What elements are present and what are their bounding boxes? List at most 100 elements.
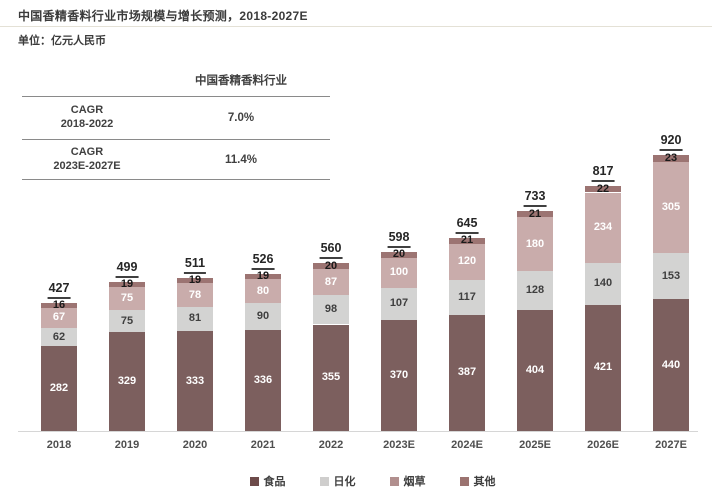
x-axis-label-2020: 2020 <box>182 439 208 451</box>
cagr-row-2018-2022: CAGR 2018-2022 7.0% <box>22 97 330 139</box>
x-axis-line <box>18 431 698 432</box>
bar-segment-tobacco-2025E: 180 <box>517 217 553 272</box>
legend-swatch-icon <box>319 476 329 486</box>
total-label-2025E: 733 <box>523 189 547 208</box>
bar-segment-daily-chemical-2018: 62 <box>41 327 77 347</box>
segment-value-label: 20 <box>324 259 338 272</box>
page-title: 中国香精香料行业市场规模与增长预测，2018-2027E <box>18 9 308 23</box>
total-label-2027E: 920 <box>659 133 683 151</box>
bar-segment-daily-chemical-2023E: 107 <box>381 287 417 320</box>
segment-value-label: 19 <box>188 274 202 287</box>
segment-value-label: 67 <box>52 311 66 324</box>
unit-label: 单位：亿元人民币 <box>18 35 106 47</box>
segment-value-label: 282 <box>49 382 69 395</box>
bar-segment-others-2026E: 22 <box>585 182 621 195</box>
legend-item-food: 食品 <box>249 473 286 489</box>
total-label-2020: 511 <box>183 256 207 274</box>
cagr-row-label: CAGR 2023E-2027E <box>53 145 121 172</box>
legend-item-daily-chemical: 日化 <box>319 473 356 489</box>
bar-segment-tobacco-2026E: 234 <box>585 192 621 263</box>
total-label-2019: 499 <box>115 260 139 278</box>
bar-segment-food-2025E: 404 <box>517 309 553 431</box>
bar-segment-daily-chemical-2026E: 140 <box>585 262 621 305</box>
segment-value-label: 62 <box>52 330 66 343</box>
bar-segment-tobacco-2022: 87 <box>313 269 349 296</box>
bar-segment-others-2018: 16 <box>41 298 77 311</box>
legend-swatch-icon <box>459 476 469 486</box>
bar-segment-tobacco-2021: 80 <box>245 279 281 304</box>
bar-segment-daily-chemical-2019: 75 <box>109 309 145 333</box>
total-label-2022: 560 <box>319 241 343 259</box>
segment-value-label: 20 <box>392 248 406 261</box>
total-label-2018: 427 <box>47 281 71 299</box>
segment-value-label: 370 <box>389 369 409 381</box>
segment-value-label: 80 <box>256 284 270 297</box>
bar-segment-daily-chemical-2025E: 128 <box>517 271 553 310</box>
bar-segment-food-2024E: 387 <box>449 314 485 431</box>
bar-segment-tobacco-2023E: 100 <box>381 257 417 288</box>
x-axis-label-2024E: 2024E <box>451 439 483 451</box>
segment-value-label: 421 <box>593 361 613 374</box>
legend-item-tobacco: 烟草 <box>389 473 426 489</box>
bar-segment-daily-chemical-2021: 90 <box>245 303 281 331</box>
segment-value-label: 23 <box>664 151 678 164</box>
legend-label: 食品 <box>263 476 286 488</box>
bar-segment-daily-chemical-2020: 81 <box>177 306 213 332</box>
segment-value-label: 22 <box>596 182 610 195</box>
bar-segment-others-2022: 20 <box>313 259 349 272</box>
bar-segment-food-2026E: 421 <box>585 304 621 431</box>
bar-segment-food-2022: 355 <box>313 324 349 431</box>
segment-value-label: 100 <box>389 266 409 279</box>
total-label-2026E: 817 <box>591 164 615 182</box>
bar-segment-food-2023E: 370 <box>381 320 417 431</box>
segment-value-label: 234 <box>593 221 613 234</box>
bar-segment-food-2018: 282 <box>41 346 77 431</box>
segment-value-label: 87 <box>324 275 338 288</box>
cagr-row-2023e-2027e: CAGR 2023E-2027E 11.4% <box>22 140 330 179</box>
cagr-row-value: 7.0% <box>227 112 255 124</box>
bar-segment-food-2019: 329 <box>109 332 145 431</box>
cagr-header-title: 中国香精香料行业 <box>195 75 287 87</box>
segment-value-label: 21 <box>460 234 474 247</box>
cagr-row-value: 11.4% <box>225 153 257 166</box>
bar-segment-others-2025E: 21 <box>517 207 553 220</box>
segment-value-label: 21 <box>528 207 542 220</box>
segment-value-label: 333 <box>185 374 205 387</box>
bar-segment-daily-chemical-2024E: 117 <box>449 279 485 315</box>
bar-segment-tobacco-2019: 75 <box>109 287 145 310</box>
segment-value-label: 140 <box>593 277 613 290</box>
bar-segment-food-2021: 336 <box>245 330 281 431</box>
segment-value-label: 75 <box>120 314 134 327</box>
legend-label: 烟草 <box>403 476 426 488</box>
total-label-2021: 526 <box>251 252 275 270</box>
segment-value-label: 107 <box>389 297 409 310</box>
table-line <box>22 179 330 180</box>
segment-value-label: 404 <box>525 363 545 376</box>
segment-value-label: 16 <box>52 298 66 311</box>
x-axis-label-2026E: 2026E <box>587 439 619 451</box>
segment-value-label: 336 <box>253 374 273 387</box>
x-axis-label-2019: 2019 <box>114 439 140 451</box>
bar-segment-others-2021: 19 <box>245 269 281 282</box>
segment-value-label: 128 <box>525 284 545 297</box>
segment-value-label: 78 <box>188 288 202 301</box>
bar-segment-others-2019: 19 <box>109 277 145 290</box>
segment-value-label: 19 <box>120 277 134 290</box>
segment-value-label: 305 <box>661 200 681 213</box>
bar-segment-others-2023E: 20 <box>381 248 417 261</box>
x-axis-label-2021: 2021 <box>250 439 276 451</box>
segment-value-label: 153 <box>661 269 681 282</box>
bar-segment-tobacco-2018: 67 <box>41 307 77 328</box>
segment-value-label: 440 <box>661 358 681 371</box>
cagr-row-label: CAGR 2018-2022 <box>60 104 114 130</box>
cagr-table: 中国香精香料行业 CAGR 2018-2022 7.0% CAGR 2023E-… <box>22 64 330 180</box>
bar-segment-others-2027E: 23 <box>653 151 689 164</box>
x-axis-label-2025E: 2025E <box>519 439 551 451</box>
x-axis-label-2018: 2018 <box>46 439 72 451</box>
bar-segment-tobacco-2027E: 305 <box>653 161 689 254</box>
legend-swatch-icon <box>389 476 399 486</box>
segment-value-label: 19 <box>256 269 270 282</box>
segment-value-label: 75 <box>120 292 134 305</box>
